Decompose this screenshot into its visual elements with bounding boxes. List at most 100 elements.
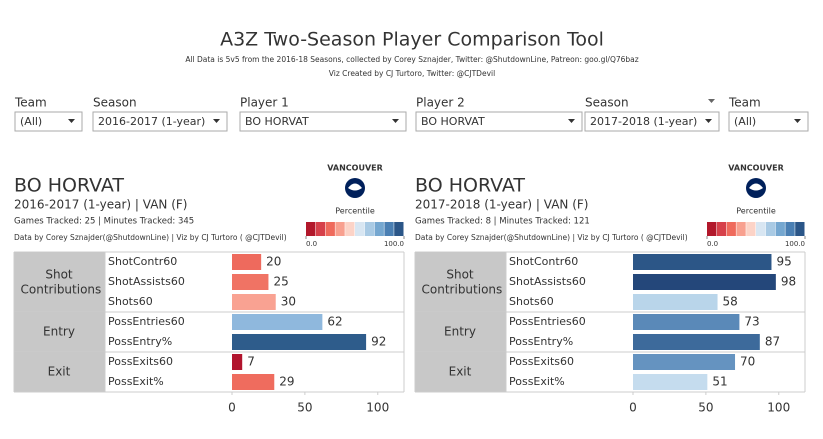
bar xyxy=(232,334,367,350)
logo xyxy=(749,183,763,191)
dropdown-arrow xyxy=(794,119,801,123)
category-label: ShotContr60 xyxy=(509,255,578,268)
bar xyxy=(633,274,776,290)
player-name: BO HORVAT xyxy=(415,175,525,197)
category-label: ShotAssists60 xyxy=(509,275,586,288)
legend-swatch xyxy=(355,222,365,236)
category-label: Shots60 xyxy=(509,295,554,308)
value-label: 7 xyxy=(247,355,255,369)
group-label: Exit xyxy=(48,365,71,379)
x-tick-label: 0 xyxy=(629,401,637,415)
dropdown-value: 2017-2018 (1-year) xyxy=(590,115,697,128)
filter-label: Season xyxy=(93,96,137,110)
group-label: Shot Contributions xyxy=(418,267,503,296)
season-line: 2017-2018 (1-year) | VAN (F) xyxy=(415,198,589,212)
bar xyxy=(633,374,708,390)
category-label: Shots60 xyxy=(108,295,153,308)
legend-swatch xyxy=(315,222,326,236)
group-label: Entry xyxy=(43,325,75,339)
category-label: PossEntry% xyxy=(108,335,172,348)
stats-line: Games Tracked: 8 | Minutes Tracked: 121 xyxy=(415,217,590,227)
group-cell xyxy=(415,252,506,312)
credit: Data by Corey Sznajder(@ShutdownLine) | … xyxy=(14,233,287,242)
x-tick-label: 100 xyxy=(767,401,790,415)
legend-swatch xyxy=(374,222,384,236)
category-label: PossExit% xyxy=(509,375,565,388)
legend-swatch xyxy=(775,222,785,236)
dropdown[interactable] xyxy=(728,111,809,132)
bar xyxy=(633,254,772,270)
bar xyxy=(633,354,736,370)
x-tick-label: 100 xyxy=(366,401,389,415)
legend-tick-label: 0.0 xyxy=(306,240,317,248)
value-label: 20 xyxy=(266,255,281,269)
bar xyxy=(633,334,760,350)
legend-tick-label: 0.0 xyxy=(707,240,718,248)
legend-tick-label: 100.0 xyxy=(785,240,805,248)
dropdown[interactable] xyxy=(14,111,83,132)
x-tick-label: 50 xyxy=(698,401,713,415)
legend-swatch xyxy=(335,222,345,236)
subtitle: Viz Created by CJ Turtoro, Twitter: @CJT… xyxy=(329,69,495,78)
dropdown-arrow xyxy=(68,119,75,123)
dropdown-value: BO HORVAT xyxy=(421,115,485,128)
legend-swatch xyxy=(736,222,746,236)
group-cell xyxy=(14,312,105,352)
title: A3Z Two-Season Player Comparison Tool xyxy=(220,29,604,51)
group-label: Shot Contributions xyxy=(17,267,102,296)
group-cell xyxy=(415,312,506,352)
subtitle: All Data is 5v5 from the 2016-18 Seasons… xyxy=(185,55,638,64)
filter-label: Team xyxy=(14,96,47,110)
legend-swatch xyxy=(765,222,776,236)
filter-label: Player 2 xyxy=(416,96,465,110)
dropdown[interactable] xyxy=(584,111,720,132)
dropdown-value: (All) xyxy=(20,115,42,128)
dropdown-value: (All) xyxy=(734,115,756,128)
value-label: 92 xyxy=(371,335,386,349)
category-label: ShotAssists60 xyxy=(108,275,185,288)
category-label: ShotContr60 xyxy=(108,255,177,268)
legend-swatch xyxy=(306,222,316,236)
category-label: PossEntries60 xyxy=(509,315,586,328)
category-label: PossExits60 xyxy=(108,355,173,368)
legend-swatch xyxy=(364,222,375,236)
player-name: BO HORVAT xyxy=(14,175,124,197)
filter-label: Player 1 xyxy=(240,96,289,110)
filter-label: Team xyxy=(728,96,761,110)
legend-swatch xyxy=(345,222,355,236)
logo-text: VANCOUVER xyxy=(327,164,383,173)
legend-title: Percentile xyxy=(335,207,375,216)
dropdown-value: BO HORVAT xyxy=(245,115,309,128)
bar xyxy=(633,294,718,310)
bar xyxy=(232,254,262,270)
legend-swatch xyxy=(785,222,795,236)
menu-arrow xyxy=(708,99,715,103)
group-cell xyxy=(415,352,506,392)
dropdown[interactable] xyxy=(415,111,583,132)
legend-tick-label: 100.0 xyxy=(384,240,404,248)
dropdown-arrow xyxy=(568,119,575,123)
value-label: 25 xyxy=(273,275,288,289)
legend-swatch xyxy=(325,222,335,236)
bar xyxy=(633,314,740,330)
value-label: 58 xyxy=(723,295,738,309)
bar xyxy=(232,294,276,310)
value-label: 73 xyxy=(744,315,759,329)
value-label: 95 xyxy=(776,255,791,269)
legend-title: Percentile xyxy=(736,207,776,216)
legend-swatch xyxy=(756,222,766,236)
category-label: PossExits60 xyxy=(509,355,574,368)
dropdown[interactable] xyxy=(92,111,228,132)
value-label: 70 xyxy=(740,355,755,369)
x-tick-label: 50 xyxy=(297,401,312,415)
legend-swatch xyxy=(384,222,394,236)
bar xyxy=(232,274,269,290)
value-label: 29 xyxy=(279,375,294,389)
value-label: 87 xyxy=(765,335,780,349)
legend-swatch xyxy=(707,222,717,236)
x-tick-label: 0 xyxy=(228,401,236,415)
dropdown[interactable] xyxy=(239,111,407,132)
dropdown-arrow xyxy=(705,119,712,123)
logo-text: VANCOUVER xyxy=(728,164,784,173)
group-cell xyxy=(14,352,105,392)
